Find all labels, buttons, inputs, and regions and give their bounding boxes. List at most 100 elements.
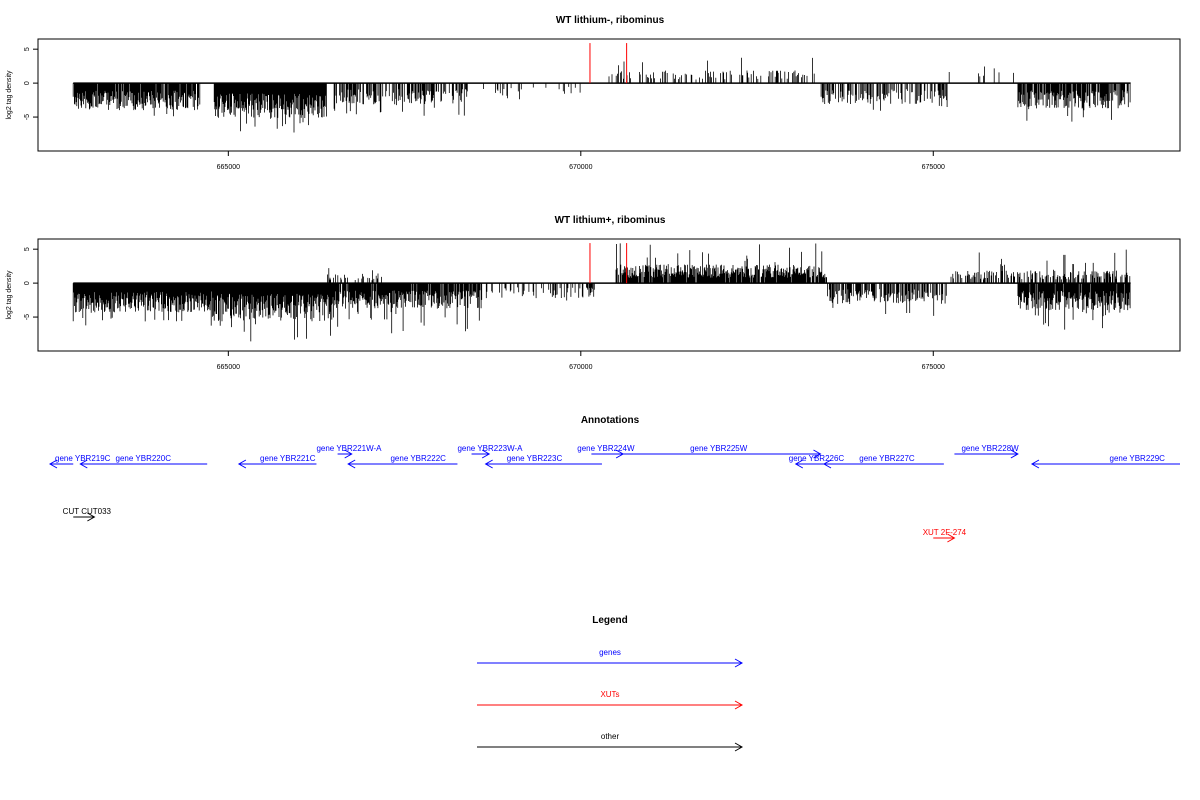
feature-arrowhead bbox=[481, 449, 491, 459]
y-tick-label: 0 bbox=[24, 281, 31, 285]
bar-segment bbox=[827, 283, 947, 316]
feature-xut-2f-274: XUT 2F-274 bbox=[923, 528, 967, 543]
feature-label: gene YBR223C bbox=[507, 454, 563, 463]
annotations-track: Annotations gene YBR219C gene YBR220C gene… bbox=[48, 415, 1180, 543]
density-bars bbox=[72, 57, 1131, 133]
density-bars bbox=[72, 243, 1131, 342]
panel-title: WT lithium+, ribominus bbox=[555, 215, 666, 226]
feature-gene-ybr220c: gene YBR220C bbox=[79, 454, 208, 469]
x-tick-label: 665000 bbox=[217, 364, 240, 371]
feature-label: XUT 2F-274 bbox=[923, 528, 967, 537]
legend-item-xuts: XUTs bbox=[477, 690, 744, 710]
feature-label: gene YBR227C bbox=[859, 454, 915, 463]
bar-segment bbox=[213, 83, 327, 133]
feature-label: gene YBR229C bbox=[1110, 454, 1166, 463]
y-tick-label: -5 bbox=[24, 114, 31, 120]
feature-label: gene YBR223W-A bbox=[457, 444, 523, 453]
x-axis: 665000 670000 675000 bbox=[217, 350, 945, 371]
feature-label: gene YBR221W-A bbox=[316, 444, 382, 453]
bar-segment bbox=[820, 83, 948, 111]
feature-gene-ybr225w: gene YBR225W bbox=[623, 444, 822, 459]
panel-title: WT lithium-, ribominus bbox=[556, 15, 665, 26]
feature-arrowhead bbox=[347, 459, 356, 469]
feature-cut-cut033: CUT CUT033 bbox=[63, 507, 112, 522]
feature-arrowhead bbox=[344, 449, 353, 459]
bar-segment bbox=[948, 66, 1014, 84]
y-tick-label: -5 bbox=[24, 314, 31, 320]
legend: Legend genes XUTs other bbox=[477, 615, 744, 752]
bar-segment bbox=[72, 83, 201, 117]
feature-arrowhead bbox=[484, 459, 493, 469]
legend-label: genes bbox=[599, 648, 621, 657]
y-tick-label: 5 bbox=[24, 47, 31, 51]
feature-gene-ybr223c: gene YBR223C bbox=[484, 454, 602, 469]
feature-list: gene YBR219C gene YBR220C gene YBR221Cgene… bbox=[48, 444, 1180, 543]
feature-gene-ybr222c: gene YBR222C bbox=[347, 454, 458, 469]
feature-gene-ybr221c: gene YBR221C bbox=[237, 454, 317, 469]
feature-gene-ybr229c: gene YBR229C bbox=[1030, 454, 1180, 469]
feature-gene-ybr226c: gene YBR226C bbox=[789, 454, 845, 469]
feature-arrowhead bbox=[87, 512, 96, 522]
y-tick-label: 5 bbox=[24, 247, 31, 251]
bar-segment bbox=[1017, 283, 1131, 330]
feature-gene-ybr223w-a: gene YBR223W-A bbox=[457, 444, 523, 459]
annotations-title: Annotations bbox=[581, 415, 640, 426]
feature-label: CUT CUT033 bbox=[63, 507, 112, 516]
panel-lithium-minus: WT lithium-, ribominus -5 0 5 665000 670000… bbox=[6, 15, 1181, 171]
bar-segment bbox=[333, 283, 483, 334]
feature-arrowhead bbox=[822, 459, 832, 469]
legend-item-other: other bbox=[477, 732, 744, 752]
x-tick-label: 670000 bbox=[569, 164, 592, 171]
feature-label: gene YBR219C bbox=[55, 454, 111, 463]
feature-label: gene YBR228W bbox=[961, 444, 1019, 453]
feature-arrowhead bbox=[79, 459, 88, 469]
bar-segment bbox=[213, 283, 334, 342]
legend-title: Legend bbox=[592, 615, 628, 626]
legend-items: genes XUTs other bbox=[477, 648, 744, 752]
legend-arrowhead bbox=[734, 742, 744, 752]
legend-arrowhead bbox=[734, 700, 744, 710]
legend-item-genes: genes bbox=[477, 648, 744, 668]
x-axis: 665000 670000 675000 bbox=[217, 150, 945, 171]
bar-segment bbox=[950, 249, 1131, 284]
y-axis: -5 0 5 bbox=[24, 47, 39, 120]
feature-label: gene YBR220C bbox=[116, 454, 172, 463]
plot-frame bbox=[37, 38, 1181, 152]
marker-lines bbox=[589, 43, 628, 84]
bar-segment bbox=[333, 83, 468, 116]
x-tick-label: 665000 bbox=[217, 164, 240, 171]
legend-arrowhead bbox=[734, 658, 744, 668]
y-axis-label: log2 tag density bbox=[6, 70, 13, 120]
legend-label: XUTs bbox=[600, 690, 619, 699]
feature-label: gene YBR224W bbox=[577, 444, 635, 453]
feature-label: gene YBR226C bbox=[789, 454, 845, 463]
feature-label: gene YBR221C bbox=[260, 454, 316, 463]
feature-arrowhead bbox=[237, 459, 247, 469]
bar-segment bbox=[485, 283, 595, 301]
feature-label: gene YBR222C bbox=[390, 454, 446, 463]
feature-arrowhead bbox=[947, 533, 956, 543]
feature-arrowhead bbox=[813, 449, 822, 459]
bar-segment bbox=[1017, 83, 1131, 122]
x-tick-label: 675000 bbox=[922, 164, 945, 171]
x-tick-label: 670000 bbox=[569, 364, 592, 371]
feature-gene-ybr228w: gene YBR228W bbox=[954, 444, 1019, 459]
feature-arrowhead bbox=[1030, 459, 1040, 469]
feature-arrowhead bbox=[48, 459, 58, 469]
legend-label: other bbox=[601, 732, 620, 741]
y-axis-label: log2 tag density bbox=[6, 270, 13, 320]
feature-gene-ybr224w: gene YBR224W bbox=[577, 444, 635, 459]
feature-arrowhead bbox=[1010, 449, 1019, 459]
y-tick-label: 0 bbox=[24, 81, 31, 85]
feature-gene-ybr221w-a: gene YBR221W-A bbox=[316, 444, 382, 459]
bar-segment bbox=[615, 243, 827, 284]
feature-gene-ybr227c: gene YBR227C bbox=[822, 454, 944, 469]
bar-segment bbox=[72, 283, 214, 326]
bar-segment bbox=[483, 83, 581, 100]
marker-lines bbox=[589, 243, 628, 284]
feature-arrowhead bbox=[794, 459, 804, 469]
bar-segment bbox=[327, 268, 382, 284]
panel-lithium-plus: WT lithium+, ribominus -5 0 5 665000 670000… bbox=[6, 215, 1181, 371]
feature-gene-ybr219c: gene YBR219C bbox=[48, 454, 111, 469]
